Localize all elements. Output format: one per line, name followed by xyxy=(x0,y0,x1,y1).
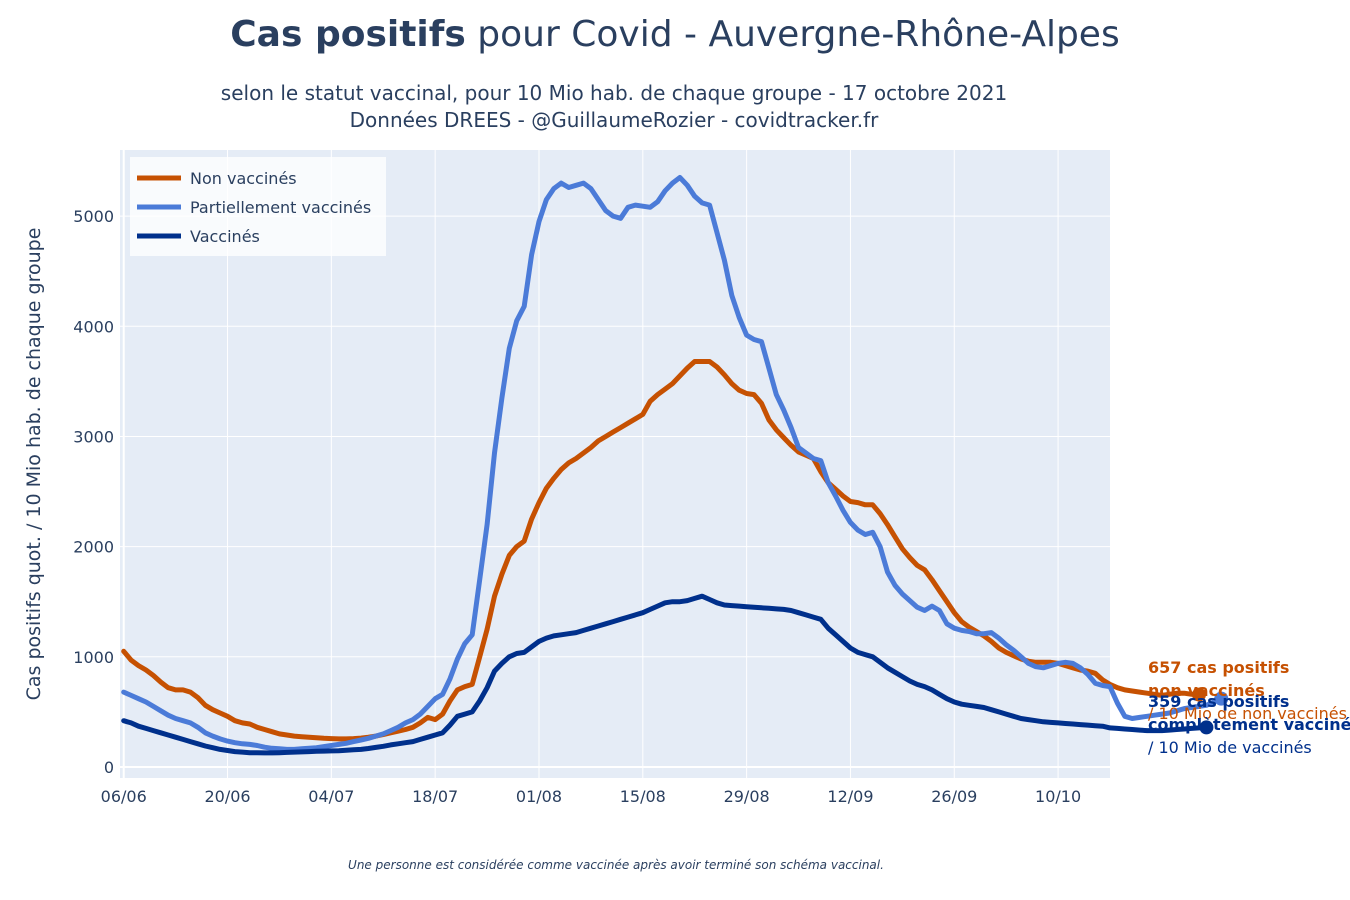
annotation-line-2: non vaccinés xyxy=(1148,681,1265,700)
chart-title-bold: Cas positifs xyxy=(230,14,466,55)
legend-label: Partiellement vaccinés xyxy=(190,198,371,217)
chart-title-rest: pour Covid - Auvergne-Rhône-Alpes xyxy=(465,14,1120,55)
subtitle-line-2: Données DREES - @GuillaumeRozier - covid… xyxy=(349,108,879,132)
chart-title: Cas positifs pour Covid - Auvergne-Rhône… xyxy=(0,14,1350,55)
series-end-marker xyxy=(1214,691,1229,706)
annotation-line-1: 359 cas positifs xyxy=(1148,692,1289,711)
annotation-line-3: / 10 Mio de vaccinés xyxy=(1148,738,1312,757)
x-tick-label: 15/08 xyxy=(620,787,666,806)
x-tick-label: 18/07 xyxy=(412,787,458,806)
x-tick-label: 26/09 xyxy=(931,787,977,806)
x-tick-label: 12/09 xyxy=(827,787,873,806)
series-lines xyxy=(121,175,1229,756)
grid xyxy=(120,150,1110,778)
y-tick-label: 4000 xyxy=(73,317,114,336)
series-line-partiellement-vaccin-s xyxy=(121,175,1224,752)
x-tick-label: 04/07 xyxy=(308,787,354,806)
footnote: Une personne est considérée comme vaccin… xyxy=(348,858,884,872)
y-axis-ticks: 0 1000 2000 3000 4000 5000 xyxy=(73,207,114,777)
annotation-line-1: 657 cas positifs xyxy=(1148,658,1289,677)
series-end-marker xyxy=(1199,720,1214,735)
y-tick-label: 2000 xyxy=(73,538,114,557)
y-tick-label: 3000 xyxy=(73,427,114,446)
series-end-marker xyxy=(1191,687,1206,702)
subtitle-line-1: selon le statut vaccinal, pour 10 Mio ha… xyxy=(220,81,1008,105)
x-tick-label: 10/10 xyxy=(1035,787,1081,806)
series-line-vaccin-s xyxy=(121,593,1209,756)
annotation-line-2: complètement vaccinés xyxy=(1148,715,1350,734)
y-axis-label: Cas positifs quot. / 10 Mio hab. de chaq… xyxy=(23,228,45,701)
x-axis-ticks: 06/06 20/06 04/07 18/07 01/08 15/08 29/08 12/09… xyxy=(101,787,1081,806)
legend-label: Non vaccinés xyxy=(190,169,297,188)
x-tick-label: 01/08 xyxy=(516,787,562,806)
annotations: 657 cas positifs non vaccinés / 10 Mio de … xyxy=(1148,658,1350,757)
y-tick-label: 1000 xyxy=(73,648,114,667)
legend-label: Vaccinés xyxy=(190,227,260,246)
legend[interactable]: Non vaccinés Partiellement vaccinés Vaccin… xyxy=(130,157,386,256)
y-tick-label: 0 xyxy=(104,758,114,777)
x-tick-label: 20/06 xyxy=(204,787,250,806)
y-tick-label: 5000 xyxy=(73,207,114,226)
annotation-line-3: / 10 Mio de non vaccinés xyxy=(1148,704,1347,723)
chart-subtitle: selon le statut vaccinal, pour 10 Mio ha… xyxy=(0,80,1228,134)
x-tick-label: 29/08 xyxy=(724,787,770,806)
x-tick-label: 06/06 xyxy=(101,787,147,806)
